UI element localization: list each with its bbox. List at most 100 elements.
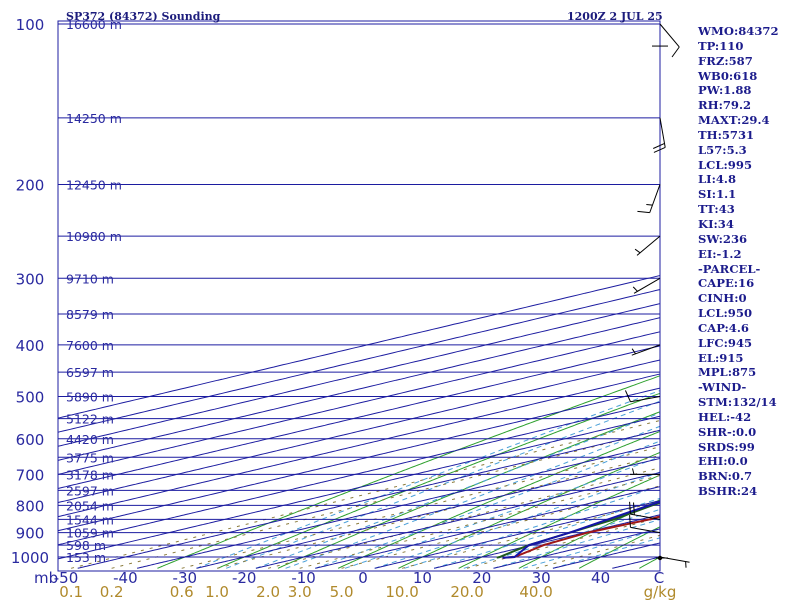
moist-adiabat — [315, 440, 660, 569]
sounding-index: EHI:0.0 — [698, 454, 748, 469]
isotherm — [315, 486, 660, 569]
sounding-index: -PARCEL- — [698, 261, 761, 276]
temperature-tick-label: -40 — [113, 569, 138, 587]
height-label: 153 m — [66, 550, 106, 565]
skewt-grid — [58, 23, 660, 569]
surface-point — [657, 555, 663, 561]
temperature-tick-label: 20 — [472, 569, 491, 587]
sounding-index: TP:110 — [698, 38, 744, 53]
height-label: 10980 m — [66, 229, 122, 244]
sounding-traces — [496, 500, 660, 559]
temperature-unit-label: C — [654, 569, 664, 587]
mixing-ratio-line — [401, 500, 660, 569]
mixing-ratio-tick-label: 0.2 — [100, 583, 124, 600]
mixing-ratio-tick-label: 10.0 — [385, 583, 418, 600]
mixing-ratio-line — [70, 419, 660, 569]
height-label: 5890 m — [66, 390, 114, 405]
sounding-index: WMO:84372 — [698, 24, 779, 38]
wind-barb-flag — [624, 390, 631, 402]
height-label: 1544 m — [66, 512, 114, 527]
height-label: 3178 m — [66, 467, 114, 482]
mixing-ratio-tick-label: 40.0 — [519, 583, 552, 600]
moist-adiabat — [523, 528, 660, 569]
isotherm — [493, 528, 660, 569]
height-label: 5122 m — [66, 412, 114, 427]
wind-barb — [653, 117, 666, 153]
isotherm — [58, 373, 660, 518]
wind-barb-staff — [659, 117, 666, 148]
wind-barb — [632, 277, 661, 294]
sounding-index: TH:5731 — [698, 127, 755, 142]
pressure-tick-label: 400 — [16, 337, 45, 355]
moist-adiabat — [493, 518, 660, 569]
wind-barb — [631, 344, 661, 356]
wind-barb-staff — [630, 513, 661, 520]
dry-adiabat — [277, 411, 660, 569]
pressure-tick-label: 200 — [16, 176, 45, 194]
isotherm — [255, 471, 660, 569]
sounding-index: SHR-:0.0 — [698, 424, 757, 439]
temperature-tick-label: -20 — [232, 569, 257, 587]
sounding-index: SI:1.1 — [698, 187, 737, 202]
mixing-ratio-tick-label: 20.0 — [450, 583, 483, 600]
wind-barb-flag — [653, 143, 665, 149]
wind-barb-flag — [671, 46, 680, 58]
wind-barb-half-flag — [646, 203, 653, 206]
isotherm — [58, 359, 660, 504]
temperature-tick-label: 40 — [591, 569, 610, 587]
dry-adiabat — [458, 474, 660, 569]
wind-barb-flag — [633, 502, 635, 515]
sounding-index: WB0:618 — [698, 68, 758, 83]
isotherm — [374, 500, 660, 569]
isotherm — [58, 387, 660, 532]
isotherm — [58, 345, 660, 489]
wind-barb-half-flag — [634, 248, 641, 254]
moist-adiabat — [196, 390, 660, 569]
height-label: 3775 m — [66, 450, 114, 465]
mixing-ratio-tick-label: 2.0 — [256, 583, 280, 600]
pressure-tick-label: 600 — [16, 431, 45, 449]
chart-title: SP372 (84372) Sounding — [66, 10, 221, 23]
wind-barb-staff — [636, 235, 661, 256]
dry-adiabat — [398, 451, 660, 569]
moist-adiabat — [255, 412, 660, 569]
height-label: 2054 m — [66, 498, 114, 513]
sounding-index: CAP:4.6 — [698, 320, 749, 335]
sounding-index: HEL:-42 — [698, 409, 752, 424]
sounding-index: BRN:0.7 — [698, 469, 753, 484]
sounding-index: EL:915 — [698, 350, 744, 365]
dry-adiabat — [157, 375, 660, 569]
isotherm — [58, 415, 660, 560]
pressure-tick-label: 300 — [16, 270, 45, 288]
sounding-index: BSHR:24 — [698, 484, 758, 499]
wind-barb — [630, 468, 660, 475]
height-label: 9710 m — [66, 271, 114, 286]
mixing-ratio-tick-label: 0.6 — [170, 583, 194, 600]
pressure-unit-label: mb — [34, 569, 58, 587]
height-label: 598 m — [66, 538, 106, 553]
dry-adiabat — [337, 430, 660, 569]
isotherm — [58, 317, 660, 461]
temperature-tick-label: -50 — [54, 569, 79, 587]
dry-adiabat — [217, 392, 660, 569]
isotherm — [58, 289, 660, 433]
sounding-index: MAXT:29.4 — [698, 113, 770, 128]
temperature-tick-label: -10 — [291, 569, 316, 587]
isotherm — [77, 429, 660, 569]
temperature-tick-label: -30 — [173, 569, 198, 587]
isotherm — [58, 401, 660, 546]
mixing-ratio-tick-label: 1.0 — [205, 583, 229, 600]
sounding-index: STM:132/14 — [698, 395, 777, 410]
height-label: 8579 m — [66, 307, 114, 322]
wind-barb-staff — [649, 184, 661, 213]
mixing-ratio-line — [267, 467, 660, 569]
wind-barb-flag — [637, 210, 650, 214]
pressure-tick-label: 100 — [16, 16, 45, 34]
sounding-index: SW:236 — [698, 231, 748, 246]
parcel-trace — [502, 500, 660, 559]
wind-barb — [629, 515, 661, 534]
wind-barb-half-flag — [631, 348, 636, 355]
mixing-ratio-tick-label: 0.1 — [59, 583, 83, 600]
